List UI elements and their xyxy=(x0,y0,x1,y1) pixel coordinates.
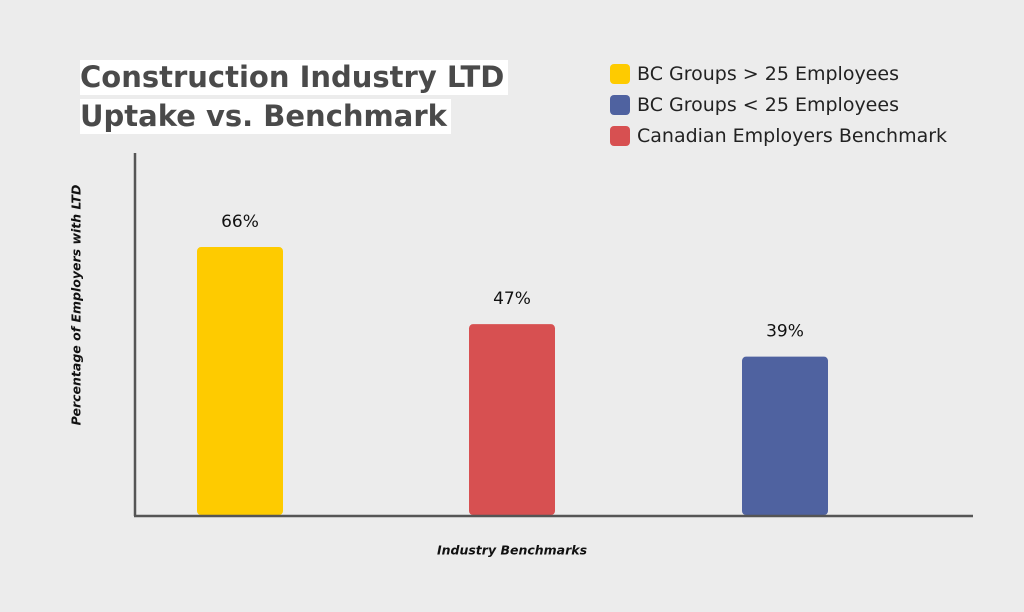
value-labels-group: 66% 47% 39% xyxy=(221,212,804,342)
bar-value-label-3: 39% xyxy=(766,322,804,342)
legend-swatch xyxy=(610,64,630,84)
x-axis-label: Industry Benchmarks xyxy=(436,542,588,558)
chart-title-line-2: Uptake vs. Benchmark xyxy=(80,99,451,134)
bars-group xyxy=(197,247,828,516)
legend: BC Groups > 25 Employees BC Groups < 25 … xyxy=(610,62,947,155)
chart-title: Construction Industry LTD Uptake vs. Ben… xyxy=(80,60,509,138)
legend-label: Canadian Employers Benchmark xyxy=(637,125,948,147)
legend-item-bc-groups-under-25: BC Groups < 25 Employees xyxy=(610,93,947,117)
bar-3 xyxy=(742,356,828,515)
legend-label: BC Groups > 25 Employees xyxy=(637,63,899,85)
chart-title-line-1: Construction Industry LTD xyxy=(80,60,509,95)
bar-value-label-2: 47% xyxy=(493,289,531,309)
legend-item-bc-groups-over-25: BC Groups > 25 Employees xyxy=(610,62,947,86)
legend-label: BC Groups < 25 Employees xyxy=(637,94,899,116)
legend-swatch xyxy=(610,95,630,115)
bar-value-label-1: 66% xyxy=(221,212,259,232)
y-axis-label: Percentage of Employers with LTD xyxy=(68,184,84,426)
bar-2 xyxy=(469,324,555,515)
legend-item-canadian-benchmark: Canadian Employers Benchmark xyxy=(610,124,947,148)
legend-swatch xyxy=(610,126,630,146)
bar-1 xyxy=(197,247,283,516)
